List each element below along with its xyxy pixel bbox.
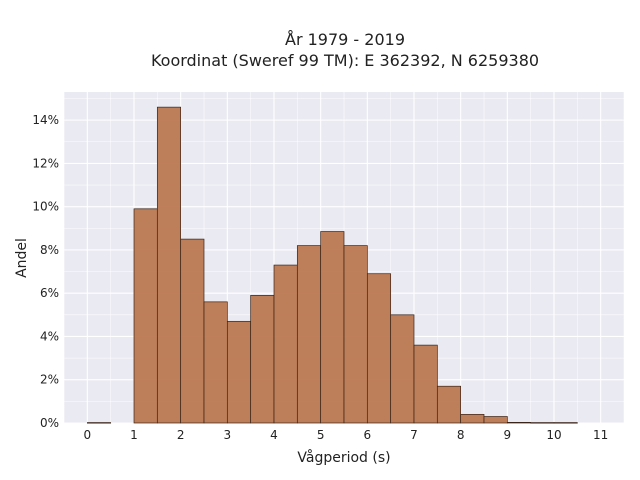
histogram-bars xyxy=(86,106,578,424)
y-tick-label: 14% xyxy=(32,113,59,127)
histogram-bar xyxy=(343,245,368,424)
histogram-bar xyxy=(296,245,322,424)
histogram-bar xyxy=(203,301,228,424)
y-tick-label: 2% xyxy=(40,373,59,387)
x-axis-ticks: 0 1 2 3 4 5 6 7 8 9 10 11 xyxy=(84,428,609,442)
histogram-bar xyxy=(553,422,578,424)
x-tick-label: 11 xyxy=(593,428,608,442)
x-tick-label: 0 xyxy=(84,428,92,442)
x-tick-label: 9 xyxy=(504,428,512,442)
histogram-bar xyxy=(530,422,555,424)
y-tick-label: 0% xyxy=(40,416,59,430)
histogram-bar xyxy=(366,273,392,424)
x-tick-label: 6 xyxy=(364,428,372,442)
histogram-bar xyxy=(320,231,345,424)
y-axis-ticks: 0% 2% 4% 6% 8% 10% 12% 14% xyxy=(32,113,59,430)
histogram-bar xyxy=(483,416,508,424)
x-tick-label: 5 xyxy=(317,428,325,442)
x-axis-label: Vågperiod (s) xyxy=(297,449,390,466)
histogram-bar xyxy=(413,344,438,424)
histogram-bar xyxy=(226,320,252,424)
chart-subtitle: Koordinat (Sweref 99 TM): E 362392, N 62… xyxy=(151,51,539,70)
histogram-bar xyxy=(86,422,112,424)
y-tick-label: 10% xyxy=(32,200,59,214)
histogram-bar xyxy=(133,208,158,424)
y-axis-label: Andel xyxy=(14,238,30,278)
histogram-bar xyxy=(250,295,275,424)
x-tick-label: 3 xyxy=(224,428,232,442)
y-tick-label: 8% xyxy=(40,243,59,257)
histogram-bar xyxy=(273,264,298,424)
x-tick-label: 4 xyxy=(270,428,278,442)
x-tick-label: 10 xyxy=(546,428,561,442)
y-tick-label: 4% xyxy=(40,329,59,343)
y-tick-label: 12% xyxy=(32,156,59,170)
x-tick-label: 2 xyxy=(177,428,185,442)
histogram-bar xyxy=(506,422,532,424)
histogram-bar xyxy=(390,314,415,424)
histogram-bar xyxy=(436,385,462,424)
chart-title: År 1979 - 2019 xyxy=(285,30,405,49)
y-tick-label: 6% xyxy=(40,286,59,300)
histogram-bar xyxy=(460,413,485,424)
histogram-bar xyxy=(156,106,182,424)
x-tick-label: 8 xyxy=(457,428,465,442)
histogram-bar xyxy=(180,238,205,424)
x-tick-label: 7 xyxy=(410,428,418,442)
x-tick-label: 1 xyxy=(130,428,138,442)
